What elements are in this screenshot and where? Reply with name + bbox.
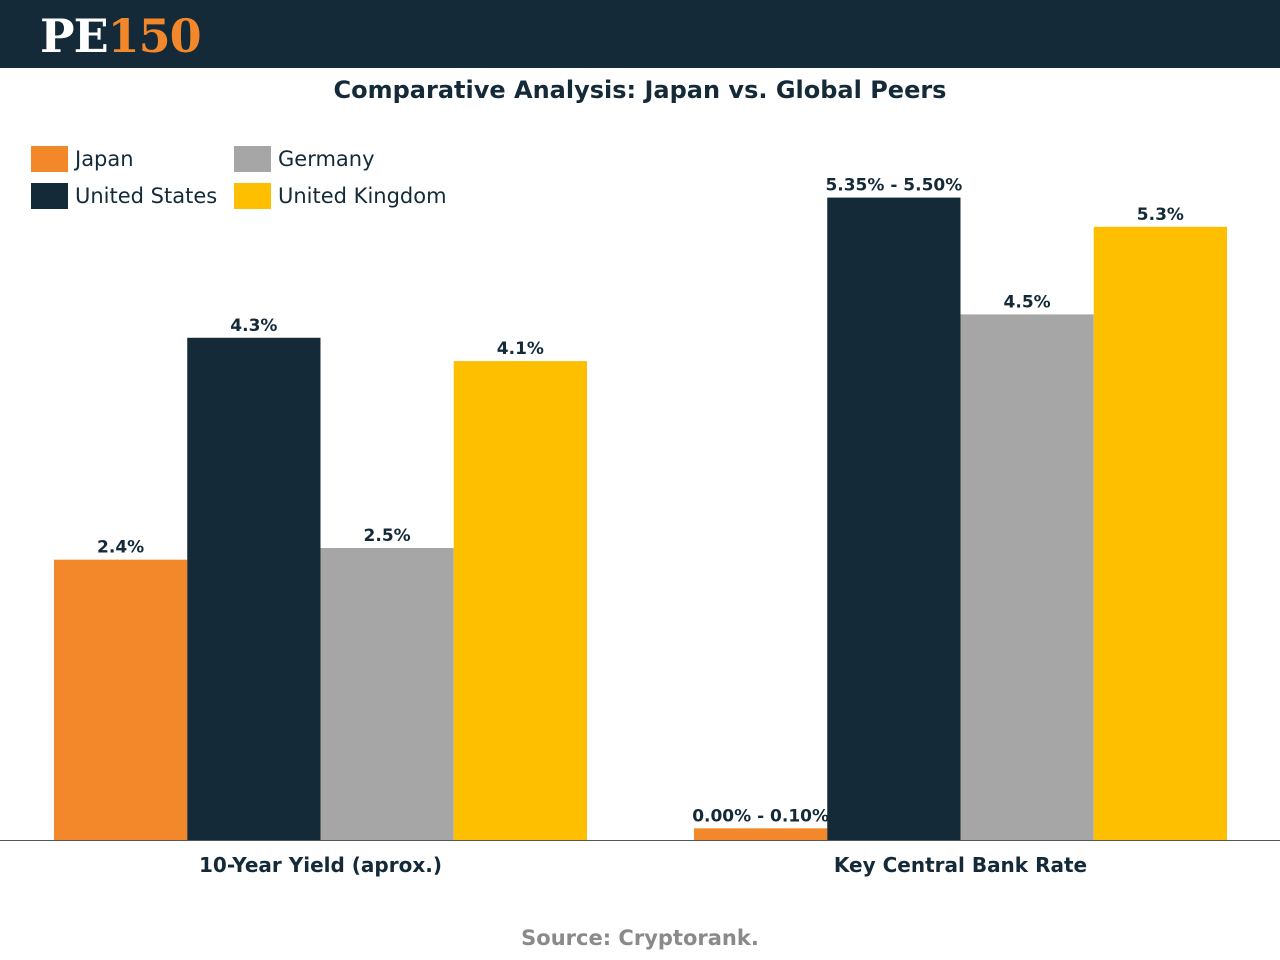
header-bar: PE150 <box>0 0 1280 68</box>
bar-united-states-10-year-yield-aprox <box>187 337 321 840</box>
legend-label-germany: Germany <box>278 147 375 171</box>
legend-swatch-germany <box>234 146 271 172</box>
legend-item-germany: Germany <box>234 145 375 173</box>
x-tick-label-10-year-yield-aprox: 10-Year Yield (aprox.) <box>199 853 442 877</box>
bar-japan-key-central-bank-rate <box>694 828 828 840</box>
chart-title: Comparative Analysis: Japan vs. Global P… <box>333 76 947 104</box>
legend-label-japan: Japan <box>75 147 134 171</box>
bar-united-kingdom-10-year-yield-aprox <box>453 361 587 840</box>
logo-number: 150 <box>107 9 202 63</box>
bar-japan-10-year-yield-aprox <box>54 559 188 840</box>
legend-label-united-states: United States <box>75 184 218 208</box>
data-label-germany-10-year-yield-aprox: 2.5% <box>364 526 411 546</box>
logo-pe: PE <box>40 9 109 63</box>
data-label-united-states-10-year-yield-aprox: 4.3% <box>230 316 277 336</box>
bar-united-kingdom-key-central-bank-rate <box>1093 226 1227 841</box>
legend-item-united-kingdom: United Kingdom <box>234 182 447 210</box>
legend-item-japan: Japan <box>31 145 134 173</box>
x-tick-label-key-central-bank-rate: Key Central Bank Rate <box>834 853 1087 877</box>
data-label-united-kingdom-10-year-yield-aprox: 4.1% <box>497 339 544 359</box>
data-label-japan-key-central-bank-rate: 0.00% - 0.10% <box>692 806 829 826</box>
legend-swatch-japan <box>31 146 68 172</box>
source-note: Source: Cryptorank. <box>521 926 759 950</box>
bar-united-states-key-central-bank-rate <box>827 197 961 841</box>
bar-germany-key-central-bank-rate <box>960 314 1094 840</box>
data-label-germany-key-central-bank-rate: 4.5% <box>1004 292 1051 312</box>
legend-item-united-states: United States <box>31 182 217 210</box>
bar-germany-10-year-yield-aprox <box>320 548 454 840</box>
pe150-logo[interactable]: PE150 <box>40 8 202 64</box>
legend-swatch-united-kingdom <box>234 183 271 209</box>
data-label-united-states-key-central-bank-rate: 5.35% - 5.50% <box>825 176 962 196</box>
legend-label-united-kingdom: United Kingdom <box>278 184 447 208</box>
data-label-japan-10-year-yield-aprox: 2.4% <box>97 538 144 558</box>
data-label-united-kingdom-key-central-bank-rate: 5.3% <box>1137 205 1184 225</box>
legend-swatch-united-states <box>31 183 68 209</box>
